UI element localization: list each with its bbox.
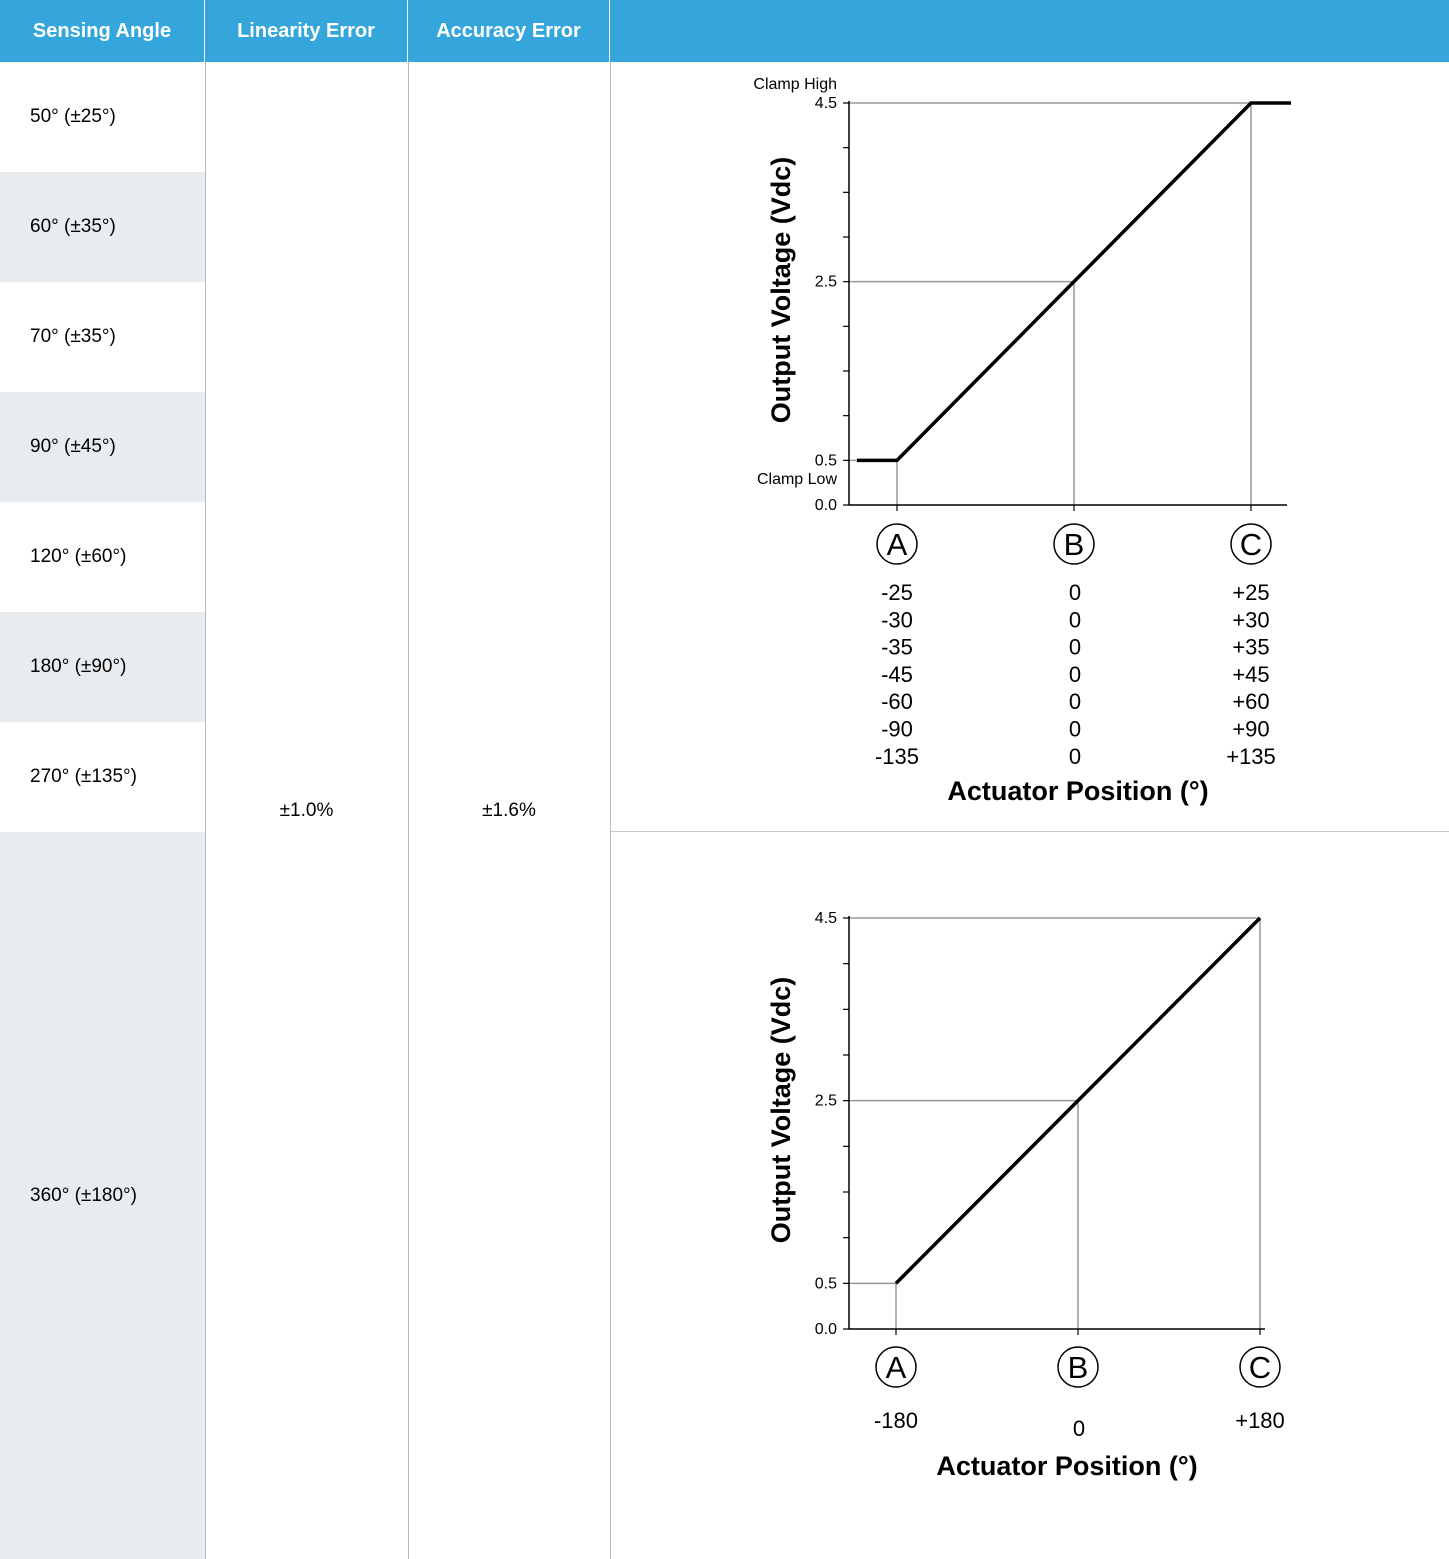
x-axis-label: Actuator Position (°) bbox=[947, 776, 1208, 806]
position-value: +135 bbox=[1226, 744, 1276, 769]
point-label: A bbox=[886, 1350, 907, 1385]
table-row: 50° (±25°) bbox=[0, 62, 205, 172]
table-row: 60° (±35°) bbox=[0, 172, 205, 282]
point-marker bbox=[876, 523, 918, 565]
position-value: +35 bbox=[1232, 635, 1269, 660]
point-marker bbox=[1053, 523, 1095, 565]
y-tick-label: 0.5 bbox=[815, 452, 837, 469]
position-value: -25 bbox=[881, 580, 913, 605]
position-value: -35 bbox=[881, 635, 913, 660]
y-tick-label: 0.5 bbox=[815, 1275, 837, 1292]
clamp-low-label: Clamp Low bbox=[757, 471, 837, 488]
column-divider bbox=[205, 62, 206, 1559]
chart-divider bbox=[610, 831, 1449, 832]
y-tick-label: 2.5 bbox=[815, 274, 837, 291]
x-axis-label: Actuator Position (°) bbox=[936, 1451, 1197, 1481]
position-value: +30 bbox=[1232, 607, 1269, 632]
sensing-angle-cell: 60° (±35°) bbox=[30, 216, 116, 237]
position-value: 0 bbox=[1069, 744, 1081, 769]
header-accuracy-error: Accuracy Error bbox=[408, 0, 610, 62]
table-row: 90° (±45°) bbox=[0, 392, 205, 502]
y-tick-label: 0.0 bbox=[815, 1321, 837, 1338]
point-marker bbox=[1239, 1346, 1281, 1388]
position-value: +180 bbox=[1235, 1408, 1285, 1433]
table-row: 180° (±90°) bbox=[0, 612, 205, 722]
column-divider bbox=[408, 62, 409, 1559]
position-value: +25 bbox=[1232, 580, 1269, 605]
point-label: C bbox=[1240, 527, 1262, 562]
table-row: 270° (±135°) bbox=[0, 722, 205, 832]
position-value: -45 bbox=[881, 662, 913, 687]
table-row: 120° (±60°) bbox=[0, 502, 205, 612]
sensing-angle-cell: 90° (±45°) bbox=[30, 436, 116, 457]
output-curve bbox=[894, 916, 1262, 1285]
position-value: -30 bbox=[881, 607, 913, 632]
position-value: +90 bbox=[1232, 717, 1269, 742]
position-value: 0 bbox=[1069, 717, 1081, 742]
point-label: B bbox=[1068, 1350, 1089, 1385]
position-value: -180 bbox=[874, 1408, 918, 1433]
table-header: Sensing Angle Linearity Error Accuracy E… bbox=[0, 0, 1449, 62]
position-value: 0 bbox=[1069, 607, 1081, 632]
y-axis-label: Output Voltage (Vdc) bbox=[766, 977, 796, 1243]
header-sensing-angle: Sensing Angle bbox=[0, 0, 205, 62]
position-value: 0 bbox=[1069, 580, 1081, 605]
position-value: +60 bbox=[1232, 689, 1269, 714]
position-value: 0 bbox=[1069, 662, 1081, 687]
position-value: +45 bbox=[1232, 662, 1269, 687]
position-value: 0 bbox=[1069, 635, 1081, 660]
sensing-angle-cell: 180° (±90°) bbox=[30, 656, 127, 677]
point-label: C bbox=[1249, 1350, 1271, 1385]
point-marker bbox=[1230, 523, 1272, 565]
y-tick-label: 0.0 bbox=[815, 497, 837, 514]
sensing-angle-cell: 50° (±25°) bbox=[30, 106, 116, 127]
point-label: A bbox=[887, 527, 908, 562]
sensing-angle-cell: 120° (±60°) bbox=[30, 546, 127, 567]
y-tick-label: 4.5 bbox=[815, 910, 837, 927]
output-curve bbox=[857, 101, 1291, 463]
position-value: -135 bbox=[875, 744, 919, 769]
y-tick-label: 2.5 bbox=[815, 1093, 837, 1110]
sensing-angle-cell: 360° (±180°) bbox=[30, 1184, 137, 1206]
clamp-high-label: Clamp High bbox=[753, 76, 837, 93]
point-marker bbox=[1057, 1346, 1099, 1388]
y-axis-label: Output Voltage (Vdc) bbox=[766, 157, 796, 423]
point-label: B bbox=[1064, 527, 1085, 562]
point-marker bbox=[875, 1346, 917, 1388]
table-row: 70° (±35°) bbox=[0, 282, 205, 392]
accuracy-error-value: ±1.6% bbox=[482, 800, 536, 821]
position-value: 0 bbox=[1073, 1416, 1085, 1441]
sensing-angle-cell: 70° (±35°) bbox=[30, 326, 116, 347]
y-tick-label: 4.5 bbox=[815, 95, 837, 112]
table-row: 360° (±180°) bbox=[0, 832, 205, 1559]
position-value: -90 bbox=[881, 717, 913, 742]
linearity-error-value: ±1.0% bbox=[279, 800, 334, 821]
column-divider bbox=[610, 62, 611, 1559]
position-value: -60 bbox=[881, 689, 913, 714]
header-linearity-error: Linearity Error bbox=[205, 0, 408, 62]
position-value: 0 bbox=[1069, 689, 1081, 714]
sensing-angle-cell: 270° (±135°) bbox=[30, 766, 137, 787]
